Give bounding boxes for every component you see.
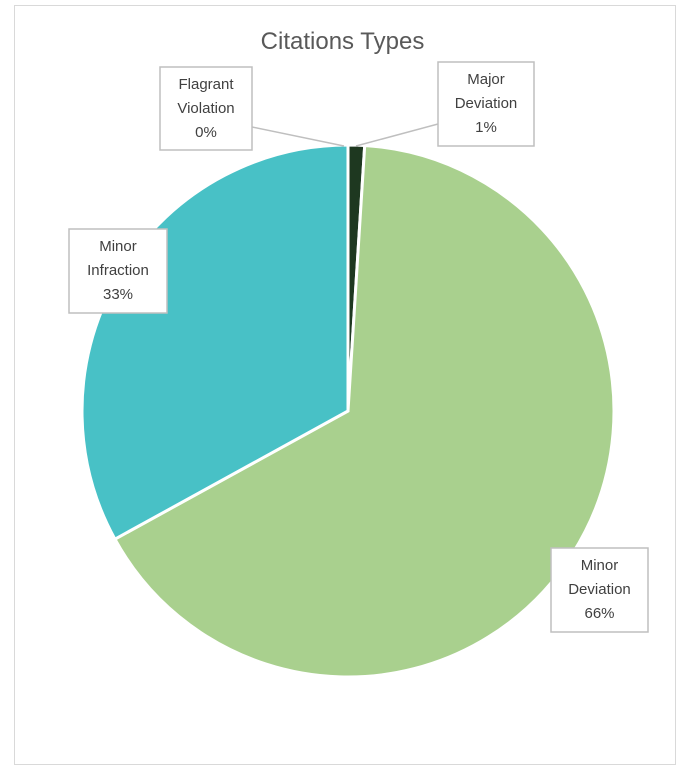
data-label-line: 66% <box>584 605 614 622</box>
data-label-box <box>68 228 168 314</box>
data-label-line: Infraction <box>87 262 149 279</box>
data-labels: Flagrant Violation 0% Major Deviation 1% Minor… <box>68 61 649 633</box>
data-label-line: Minor <box>581 557 619 574</box>
data-label-line: 1% <box>475 119 497 136</box>
data-label-line: 0% <box>195 124 217 141</box>
data-label-minor-deviation: Minor Deviation 66% <box>550 547 649 633</box>
data-label-line: Flagrant <box>178 76 234 93</box>
data-label-line: Major <box>467 71 505 88</box>
data-label-minor-infraction: Minor Infraction 33% <box>68 228 168 314</box>
chart-title: Citations Types <box>260 28 425 55</box>
data-label-line: 33% <box>103 286 133 303</box>
data-label-box <box>159 66 253 151</box>
data-label-box <box>550 547 649 633</box>
leader-line-flagrant-violation <box>251 126 345 147</box>
data-label-major-deviation: Major Deviation 1% <box>437 61 535 147</box>
leader-line-major-deviation <box>355 123 439 147</box>
data-label-line: Deviation <box>568 581 631 598</box>
data-label-flagrant-violation: Flagrant Violation 0% <box>159 66 253 151</box>
pie-slices <box>80 143 616 679</box>
leader-lines <box>251 123 439 147</box>
data-label-line: Deviation <box>455 95 518 112</box>
data-label-line: Violation <box>177 100 234 117</box>
data-label-box <box>437 61 535 147</box>
data-label-line: Minor <box>99 238 137 255</box>
